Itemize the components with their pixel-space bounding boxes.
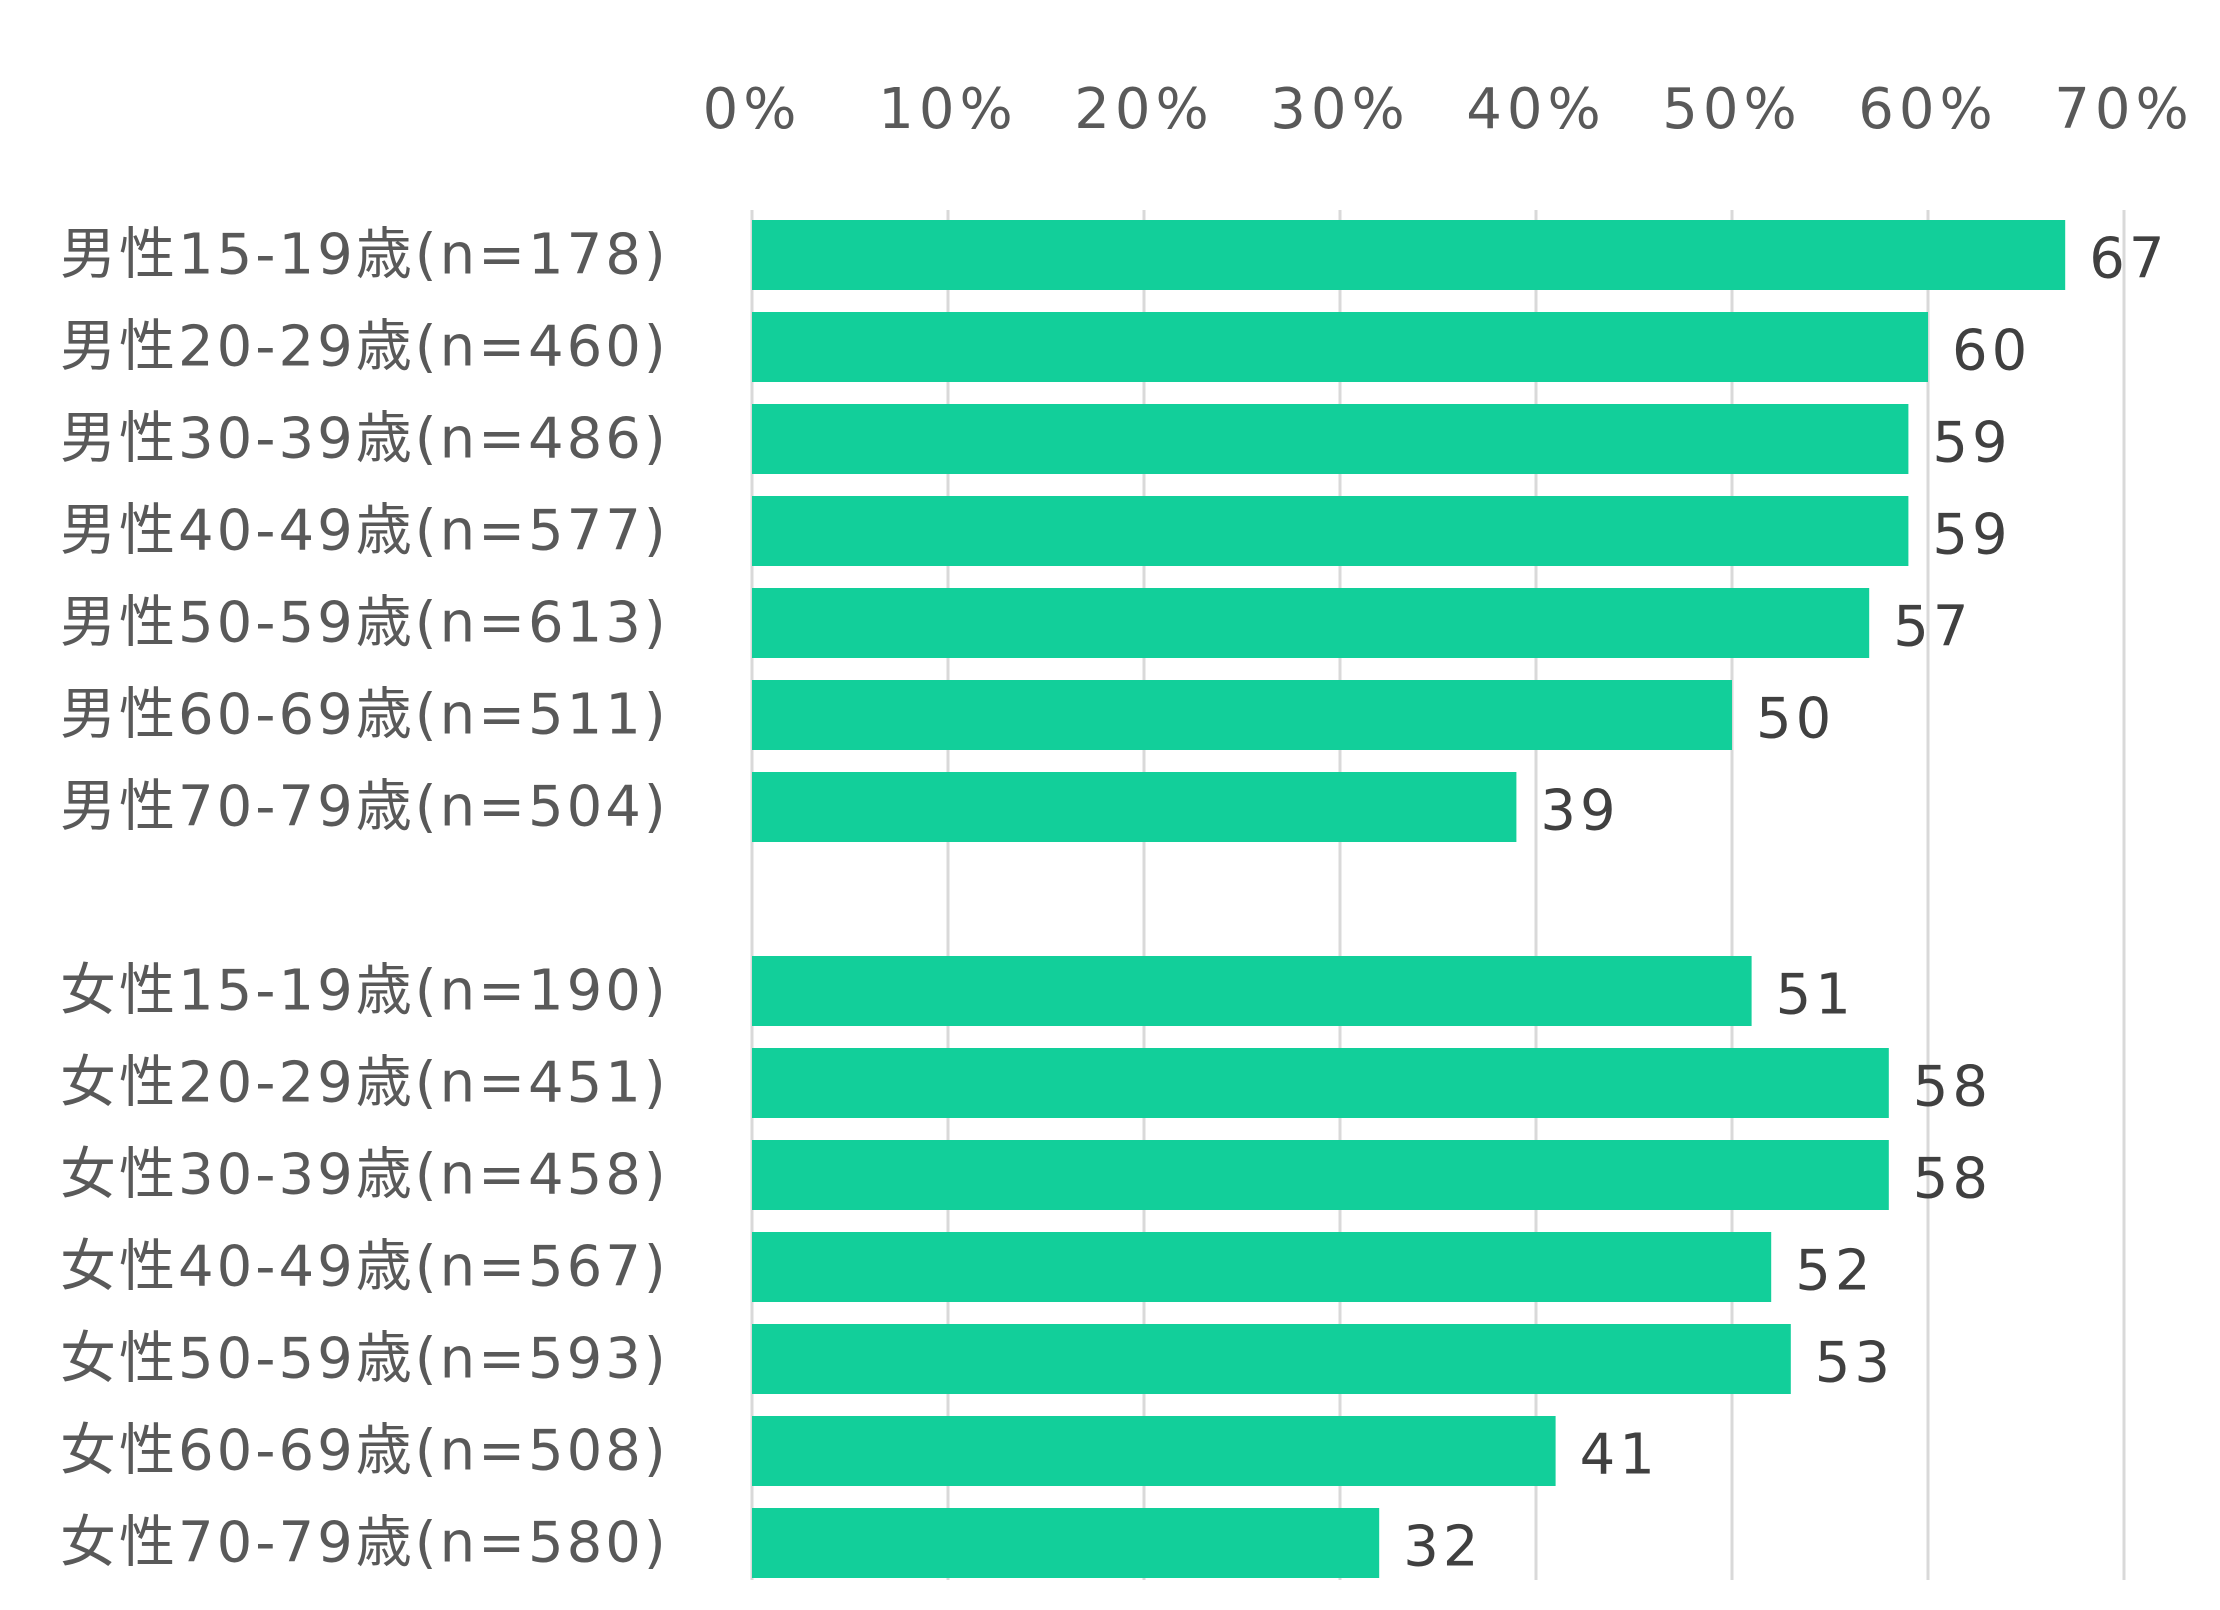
value-labels: 67 60 59 59 57 50 39 51 58 58 52 53 41 32 — [1403, 227, 2168, 1580]
bar — [752, 588, 1870, 658]
x-tick-label: 40% — [1466, 77, 1605, 142]
data-label: 60 — [1952, 319, 2031, 384]
data-label: 59 — [1932, 411, 2011, 476]
bar — [752, 312, 1928, 382]
x-tick-label: 0% — [703, 77, 802, 142]
bar — [752, 496, 1909, 566]
x-tick-label: 30% — [1270, 77, 1409, 142]
bar — [752, 1324, 1791, 1394]
category-label: 男性70-79歳(n=504) — [60, 775, 669, 840]
bar — [752, 1048, 1889, 1118]
data-label: 58 — [1913, 1147, 1992, 1212]
bar — [752, 1140, 1889, 1210]
bar — [752, 680, 1732, 750]
bar — [752, 1508, 1380, 1578]
bar — [752, 956, 1752, 1026]
category-label: 男性40-49歳(n=577) — [60, 499, 669, 564]
category-labels: 男性15-19歳(n=178) 男性20-29歳(n=460) 男性30-39歳(n… — [60, 223, 669, 1576]
data-label: 67 — [2089, 227, 2168, 292]
category-label: 男性50-59歳(n=613) — [60, 591, 669, 656]
x-tick-label: 50% — [1662, 77, 1801, 142]
x-tick-label: 70% — [2054, 77, 2193, 142]
x-tick-label: 60% — [1858, 77, 1997, 142]
bar — [752, 404, 1909, 474]
data-label: 41 — [1580, 1423, 1659, 1488]
category-label: 女性50-59歳(n=593) — [60, 1327, 669, 1392]
x-tick-label: 10% — [878, 77, 1017, 142]
data-label: 58 — [1913, 1055, 1992, 1120]
bar — [752, 1232, 1772, 1302]
category-label: 女性30-39歳(n=458) — [60, 1143, 669, 1208]
data-label: 51 — [1776, 963, 1855, 1028]
category-label: 男性20-29歳(n=460) — [60, 315, 669, 380]
data-label: 39 — [1540, 779, 1619, 844]
data-label: 53 — [1815, 1331, 1894, 1396]
x-tick-label: 20% — [1074, 77, 1213, 142]
data-label: 59 — [1932, 503, 2011, 568]
data-label: 50 — [1756, 687, 1835, 752]
bar — [752, 1416, 1556, 1486]
bar — [752, 772, 1517, 842]
category-label: 男性30-39歳(n=486) — [60, 407, 669, 472]
bar — [752, 220, 2066, 290]
data-label: 32 — [1403, 1515, 1482, 1580]
bars — [752, 220, 2066, 1578]
data-label: 52 — [1795, 1239, 1874, 1304]
category-label: 女性60-69歳(n=508) — [60, 1419, 669, 1484]
data-label: 57 — [1893, 595, 1972, 660]
category-label: 女性20-29歳(n=451) — [60, 1051, 669, 1116]
category-label: 女性15-19歳(n=190) — [60, 959, 669, 1024]
x-axis-ticks: 0% 10% 20% 30% 40% 50% 60% 70% — [703, 77, 2193, 142]
category-label: 男性15-19歳(n=178) — [60, 223, 669, 288]
category-label: 男性60-69歳(n=511) — [60, 683, 669, 748]
category-label: 女性70-79歳(n=580) — [60, 1511, 669, 1576]
category-label: 女性40-49歳(n=567) — [60, 1235, 669, 1300]
